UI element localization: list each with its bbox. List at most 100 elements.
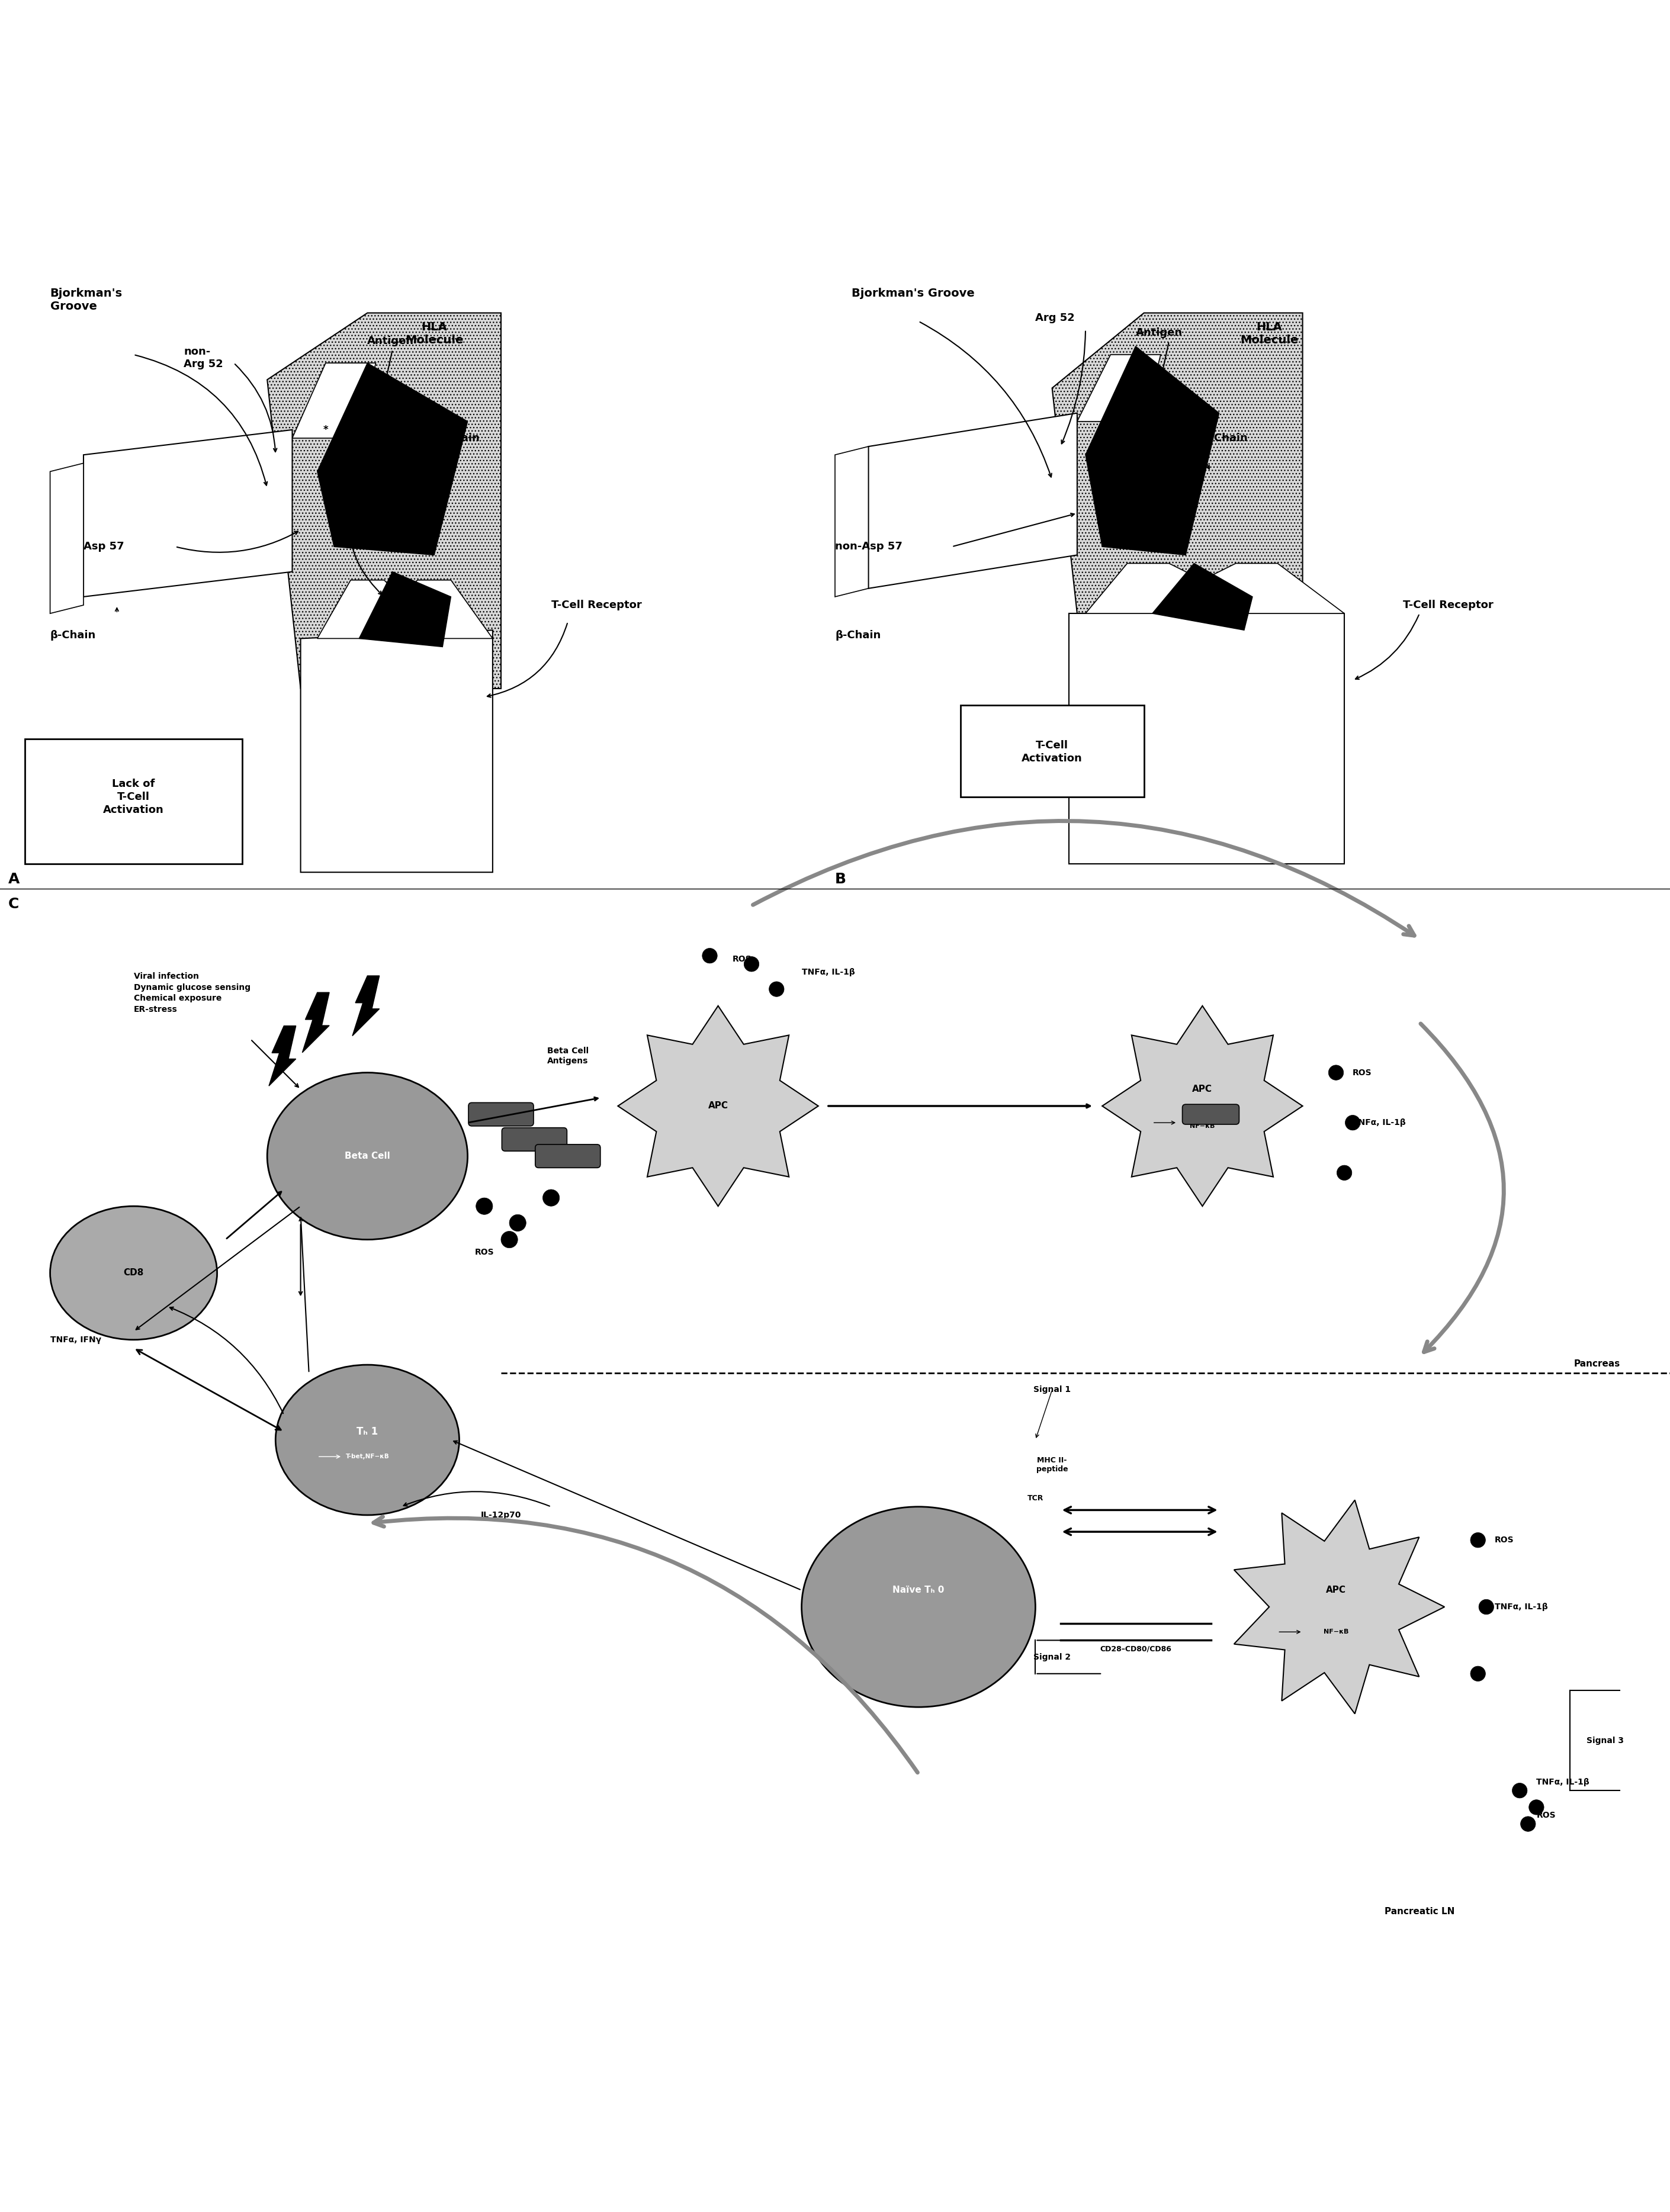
Text: Lack of
T-Cell
Activation: Lack of T-Cell Activation bbox=[104, 779, 164, 816]
Text: MHC II-
peptide: MHC II- peptide bbox=[1035, 1458, 1069, 1473]
Text: β-Chain: β-Chain bbox=[835, 630, 880, 641]
Text: ROS: ROS bbox=[1536, 1812, 1556, 1820]
Ellipse shape bbox=[1346, 1115, 1359, 1130]
Text: Bjorkman's Groove: Bjorkman's Groove bbox=[852, 288, 975, 299]
Text: T-bet,NF−κB: T-bet,NF−κB bbox=[346, 1453, 389, 1460]
Polygon shape bbox=[267, 312, 501, 688]
Polygon shape bbox=[359, 571, 451, 646]
Text: α-Chain: α-Chain bbox=[1202, 434, 1247, 442]
Text: TCR: TCR bbox=[1027, 1495, 1044, 1502]
FancyBboxPatch shape bbox=[1182, 1104, 1239, 1124]
Text: HLA
Molecule: HLA Molecule bbox=[406, 321, 463, 345]
Ellipse shape bbox=[1470, 1533, 1486, 1548]
Polygon shape bbox=[1102, 1006, 1303, 1206]
Ellipse shape bbox=[802, 1506, 1035, 1708]
Ellipse shape bbox=[476, 1199, 493, 1214]
Text: TNFα, IL-1β: TNFα, IL-1β bbox=[1353, 1119, 1406, 1126]
Text: Antigen: Antigen bbox=[1136, 327, 1182, 338]
Polygon shape bbox=[1152, 564, 1252, 630]
Ellipse shape bbox=[701, 949, 718, 962]
Ellipse shape bbox=[1480, 1599, 1493, 1615]
Polygon shape bbox=[1086, 564, 1344, 613]
Text: APC: APC bbox=[1192, 1084, 1212, 1093]
FancyBboxPatch shape bbox=[960, 706, 1144, 796]
FancyBboxPatch shape bbox=[468, 1102, 534, 1126]
Text: CD28–CD80/CD86: CD28–CD80/CD86 bbox=[1101, 1646, 1171, 1652]
Text: *: * bbox=[1107, 407, 1114, 418]
Polygon shape bbox=[301, 630, 493, 872]
Text: ROS: ROS bbox=[474, 1248, 494, 1256]
Text: Antigen: Antigen bbox=[367, 336, 414, 347]
Polygon shape bbox=[1052, 312, 1303, 688]
Text: APC: APC bbox=[708, 1102, 728, 1110]
Text: β-Chain: β-Chain bbox=[50, 630, 95, 641]
Polygon shape bbox=[352, 975, 379, 1035]
Text: NF−κB: NF−κB bbox=[1323, 1628, 1349, 1635]
Text: *: * bbox=[322, 425, 329, 436]
Ellipse shape bbox=[1328, 1066, 1344, 1079]
Text: T-Cell Receptor: T-Cell Receptor bbox=[1403, 599, 1493, 611]
Text: ROS: ROS bbox=[1353, 1068, 1373, 1077]
Text: CD8: CD8 bbox=[124, 1267, 144, 1276]
Text: TNFα, IL-1β: TNFα, IL-1β bbox=[802, 969, 855, 975]
Text: Pancreatic LN: Pancreatic LN bbox=[1384, 1907, 1455, 1916]
Polygon shape bbox=[269, 1026, 296, 1086]
Text: HLA
Molecule: HLA Molecule bbox=[1241, 321, 1298, 345]
Polygon shape bbox=[84, 429, 292, 597]
Text: T-Cell
Activation: T-Cell Activation bbox=[1022, 741, 1082, 763]
Text: IL-12p70: IL-12p70 bbox=[481, 1511, 521, 1520]
Polygon shape bbox=[1234, 1500, 1445, 1714]
Text: Signal 1: Signal 1 bbox=[1034, 1385, 1070, 1394]
Text: Pancreas: Pancreas bbox=[1573, 1358, 1620, 1369]
Text: TNFα, IFNγ: TNFα, IFNγ bbox=[50, 1336, 100, 1345]
Ellipse shape bbox=[1470, 1666, 1486, 1681]
Text: Arg 52: Arg 52 bbox=[1035, 312, 1075, 323]
Text: ROS: ROS bbox=[1495, 1535, 1515, 1544]
Text: Signal 2: Signal 2 bbox=[1034, 1652, 1070, 1661]
Text: C: C bbox=[8, 898, 20, 911]
Text: Naïve Tₕ 0: Naïve Tₕ 0 bbox=[893, 1586, 944, 1595]
Polygon shape bbox=[50, 462, 84, 613]
Ellipse shape bbox=[745, 956, 760, 971]
Ellipse shape bbox=[543, 1190, 559, 1206]
Ellipse shape bbox=[509, 1214, 526, 1232]
Polygon shape bbox=[1086, 347, 1219, 555]
Polygon shape bbox=[1077, 354, 1161, 422]
Ellipse shape bbox=[267, 1073, 468, 1239]
Ellipse shape bbox=[1513, 1783, 1526, 1798]
Ellipse shape bbox=[276, 1365, 459, 1515]
Text: T-Cell Receptor: T-Cell Receptor bbox=[551, 599, 641, 611]
Polygon shape bbox=[1069, 613, 1344, 865]
Polygon shape bbox=[292, 363, 376, 438]
Text: Signal 3: Signal 3 bbox=[1586, 1736, 1623, 1745]
FancyBboxPatch shape bbox=[501, 1128, 568, 1150]
Polygon shape bbox=[302, 993, 329, 1053]
Text: Beta Cell
Antigens: Beta Cell Antigens bbox=[548, 1046, 588, 1066]
Polygon shape bbox=[618, 1006, 818, 1206]
Ellipse shape bbox=[501, 1232, 518, 1248]
Text: B: B bbox=[835, 872, 847, 887]
Text: non-Asp 57: non-Asp 57 bbox=[835, 542, 902, 553]
Ellipse shape bbox=[50, 1206, 217, 1340]
Text: Viral infection
Dynamic glucose sensing
Chemical exposure
ER-stress: Viral infection Dynamic glucose sensing … bbox=[134, 973, 250, 1013]
Ellipse shape bbox=[1336, 1166, 1353, 1181]
Polygon shape bbox=[835, 447, 868, 597]
Text: ROS: ROS bbox=[731, 956, 752, 962]
Text: α-Chain: α-Chain bbox=[434, 434, 479, 442]
Ellipse shape bbox=[768, 982, 785, 998]
Text: non-
Arg 52: non- Arg 52 bbox=[184, 347, 224, 369]
FancyBboxPatch shape bbox=[534, 1144, 601, 1168]
Text: Tₕ 1: Tₕ 1 bbox=[357, 1427, 377, 1438]
Text: TNFα, IL-1β: TNFα, IL-1β bbox=[1536, 1778, 1590, 1787]
FancyBboxPatch shape bbox=[25, 739, 242, 865]
Text: A: A bbox=[8, 872, 20, 887]
Ellipse shape bbox=[1530, 1801, 1545, 1814]
Text: TNFα, IL-1β: TNFα, IL-1β bbox=[1495, 1604, 1548, 1610]
Text: NF−κB: NF−κB bbox=[1189, 1124, 1216, 1128]
Polygon shape bbox=[868, 414, 1077, 588]
Text: Asp 57: Asp 57 bbox=[84, 542, 124, 553]
Text: Bjorkman's
Groove: Bjorkman's Groove bbox=[50, 288, 122, 312]
Polygon shape bbox=[317, 363, 468, 555]
Polygon shape bbox=[317, 580, 493, 639]
Text: APC: APC bbox=[1326, 1586, 1346, 1595]
